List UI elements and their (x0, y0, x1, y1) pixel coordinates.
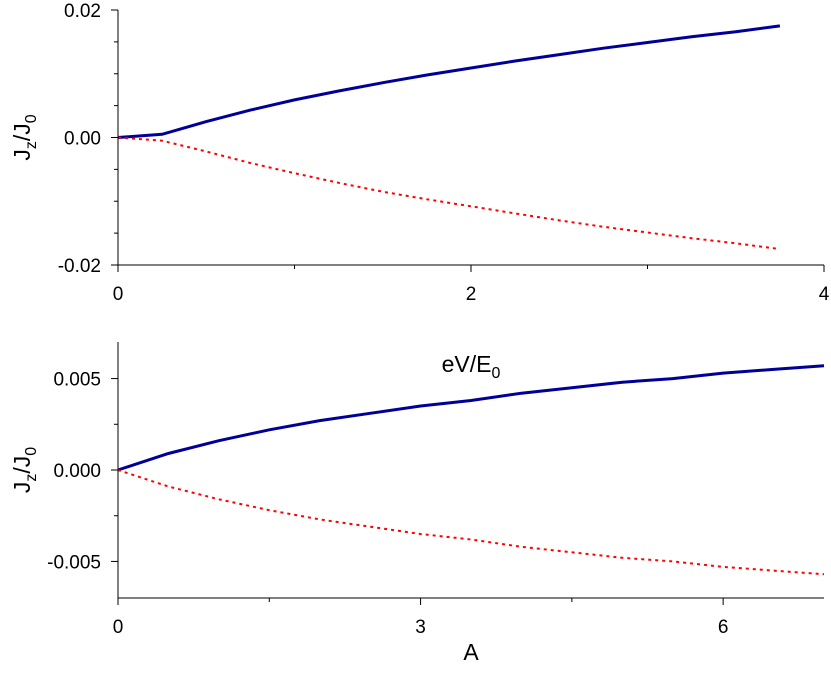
y-tick-label: -0.02 (58, 256, 101, 277)
chart-bottom: 0 3 6 -0.005 0.000 0.005 A Jz/J0 (9, 342, 825, 665)
series-solid-line (117, 24, 781, 139)
x-axis-title: eV/E0 (442, 351, 501, 382)
x-tick-label: 6 (718, 617, 729, 638)
x-axis-title: A (463, 639, 479, 665)
y-tick-label: 0.000 (53, 461, 101, 482)
y-axis-title: Jz/J0 (9, 114, 40, 160)
x-tick-label: 0 (113, 617, 124, 638)
x-tick-label: 4 (819, 284, 830, 305)
chart-top: 0 2 4 -0.02 0.00 0.02 eV/E0 Jz/J0 (9, 1, 830, 382)
x-tick-label: 3 (415, 617, 426, 638)
x-tick-label: 2 (466, 284, 477, 305)
x-tick-label: 0 (113, 284, 124, 305)
y-tick-label: -0.005 (47, 552, 101, 573)
y-axis-title: Jz/J0 (9, 447, 40, 493)
series-dotted-line (117, 469, 825, 576)
series-dotted-line (117, 136, 781, 251)
y-tick-label: 0.02 (64, 1, 101, 22)
y-tick-label: 0.005 (53, 370, 101, 391)
series-solid-line (117, 364, 825, 472)
y-tick-label: 0.00 (64, 129, 101, 150)
